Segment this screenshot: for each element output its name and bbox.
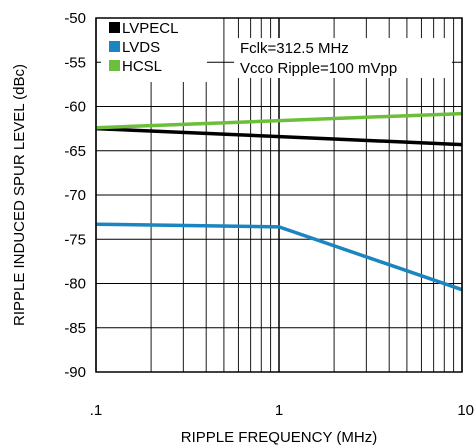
series-lines <box>95 111 463 292</box>
legend-label-hcsl: HCSL <box>122 58 162 75</box>
y-tick-label: -55 <box>64 54 86 71</box>
x-tick-label: 10 <box>457 402 474 419</box>
y-tick-label: -50 <box>64 10 86 27</box>
legend-swatch-lvpecl <box>109 22 120 33</box>
y-tick-label: -60 <box>64 99 86 116</box>
x-tick-labels: .1 1 10 <box>90 402 474 419</box>
annotation-vcco-ripple: Vcco Ripple=100 mVpp <box>240 60 397 77</box>
x-tick-label: .1 <box>90 402 103 419</box>
y-tick-label: -85 <box>64 320 86 337</box>
series-line-lvpecl <box>95 126 463 147</box>
y-tick-label: -70 <box>64 187 86 204</box>
y-tick-label: -65 <box>64 143 86 160</box>
legend-swatch-hcsl <box>109 60 120 71</box>
annotation-fclk: Fclk=312.5 MHz <box>240 40 349 57</box>
y-tick-label: -75 <box>64 231 86 248</box>
y-tick-labels: -90 -85 -80 -75 -70 -65 -60 -55 -50 <box>64 10 86 381</box>
y-tick-label: -90 <box>64 364 86 381</box>
legend-label-lvds: LVDS <box>122 39 160 56</box>
y-tick-label: -80 <box>64 276 86 293</box>
y-axis-title: RIPPLE INDUCED SPUR LEVEL (dBc) <box>11 64 28 326</box>
annotation-box: Fclk=312.5 MHz Vcco Ripple=100 mVpp <box>234 38 452 78</box>
legend-label-lvpecl: LVPECL <box>122 20 178 37</box>
annotation-background <box>234 38 452 78</box>
series-line-lvds <box>95 222 463 292</box>
x-axis-title: RIPPLE FREQUENCY (MHz) <box>181 429 377 446</box>
x-tick-label: 1 <box>275 402 283 419</box>
series-line-hcsl <box>95 111 463 130</box>
plot-frame <box>95 17 463 373</box>
legend-swatch-lvds <box>109 41 120 52</box>
legend: LVPECL LVDS HCSL <box>101 18 207 82</box>
